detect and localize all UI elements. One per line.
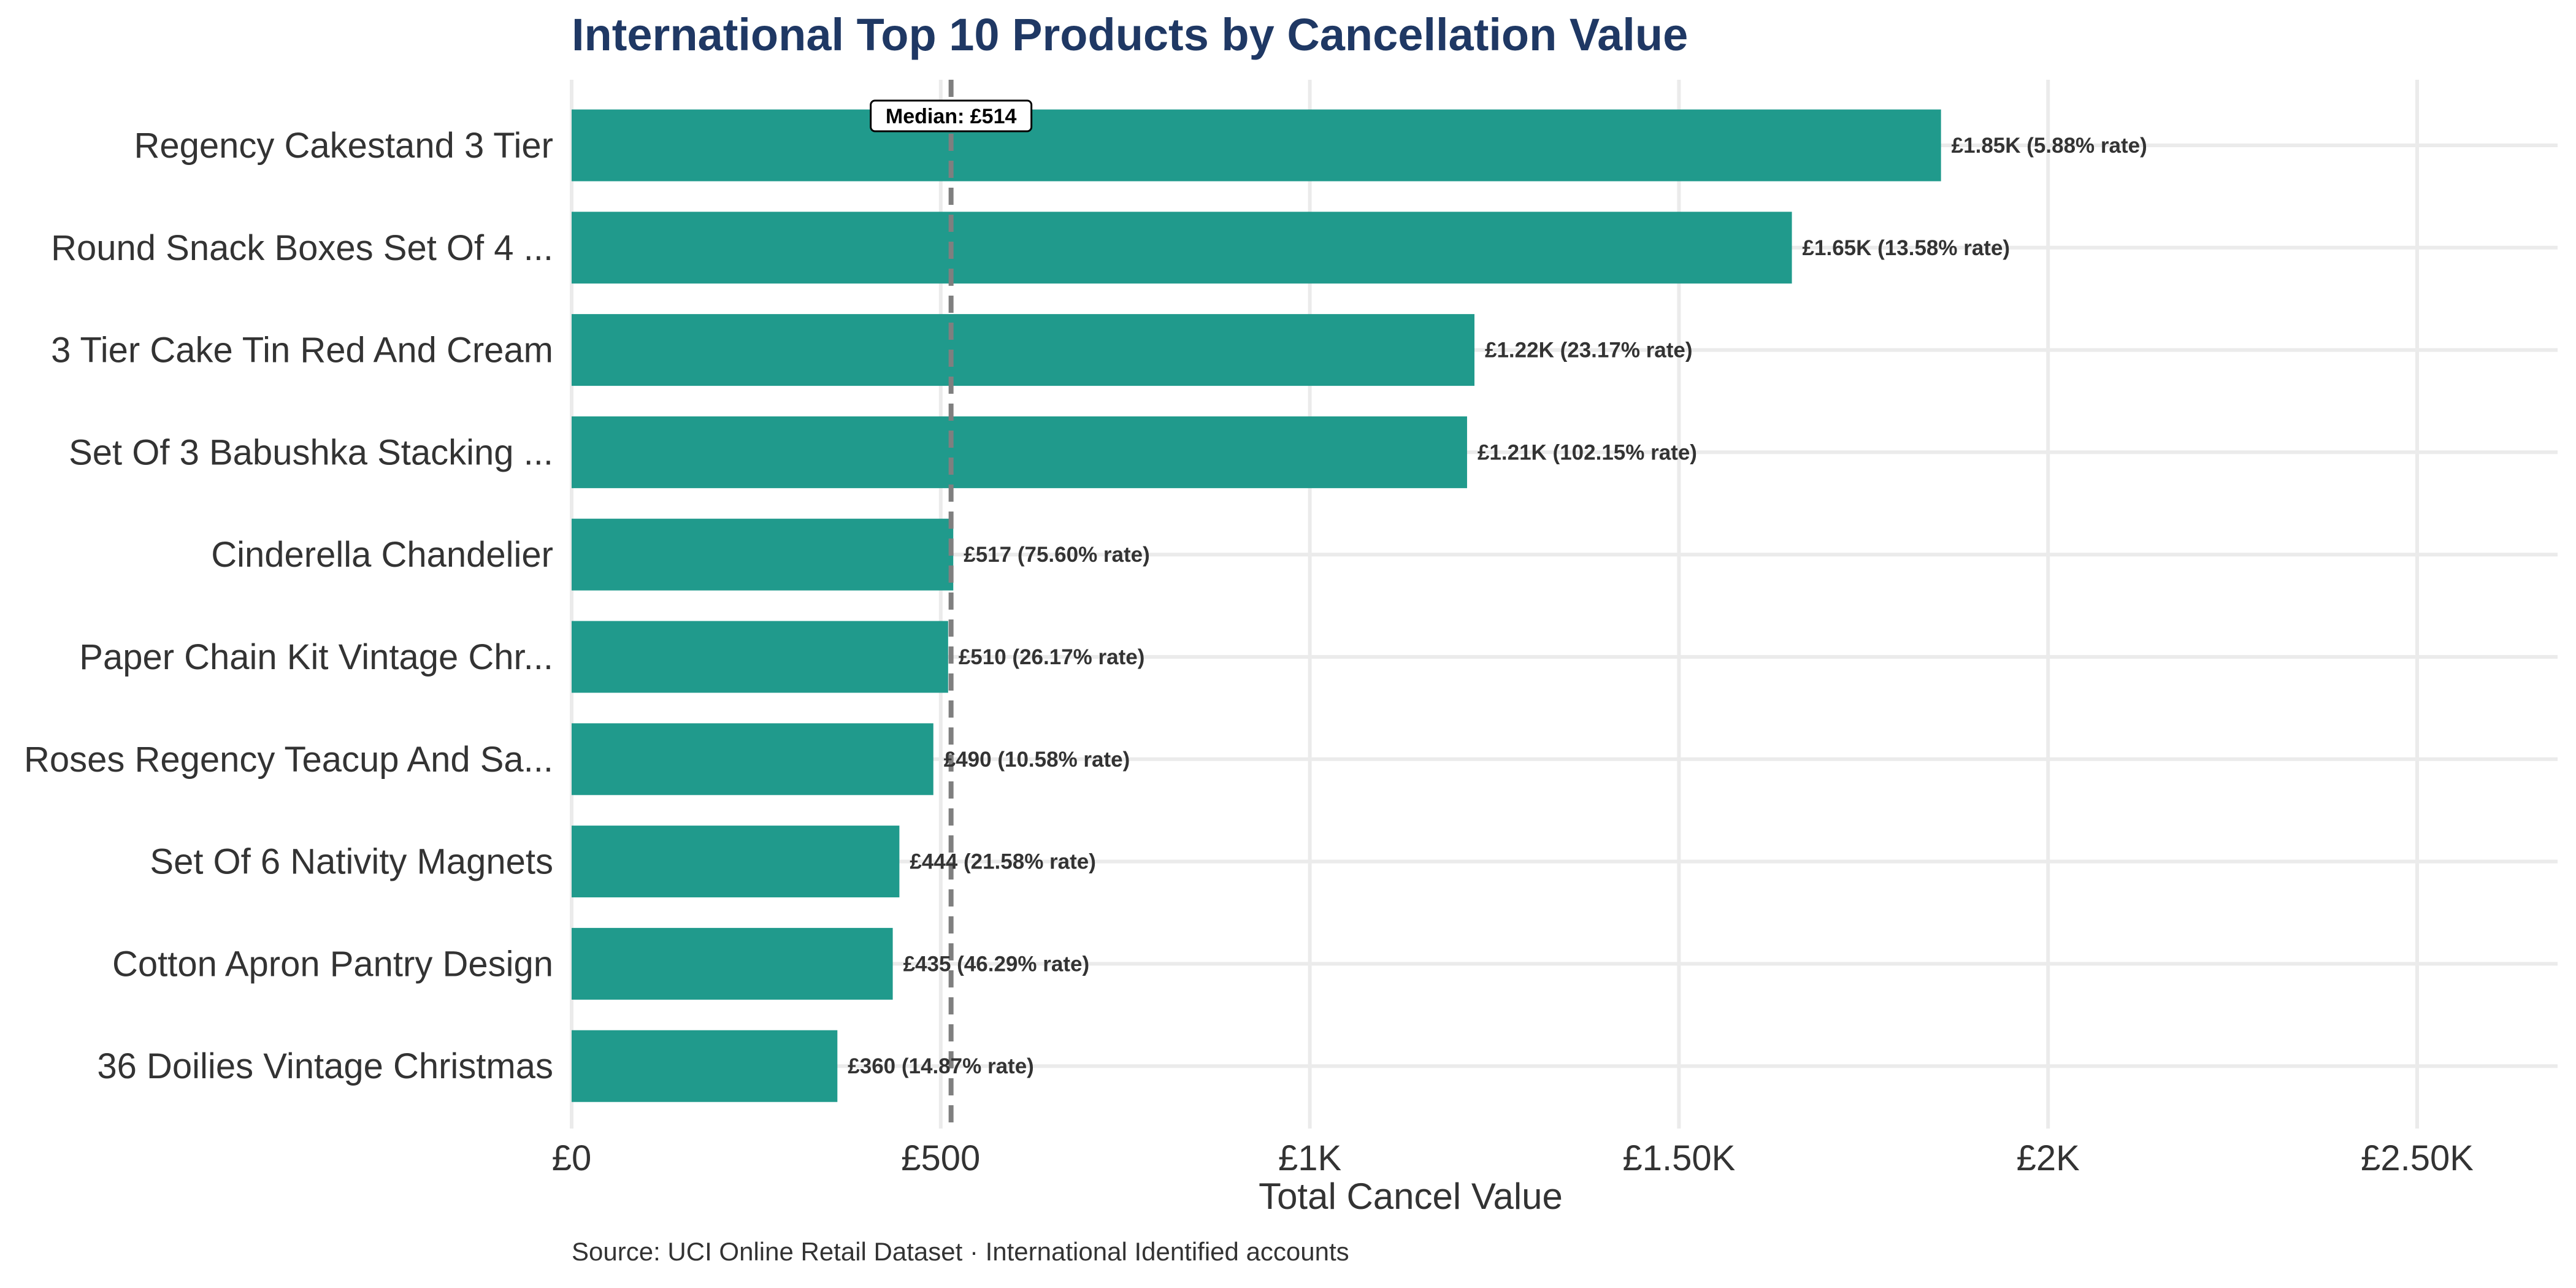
bar — [572, 518, 954, 591]
bar — [572, 826, 900, 898]
data-label: £1.85K (5.88% rate) — [1952, 134, 2147, 158]
data-label: £510 (26.17% rate) — [959, 645, 1145, 669]
bar — [572, 212, 1792, 284]
x-tick-label: £0 — [552, 1138, 592, 1178]
x-tick-label: £1K — [1278, 1138, 1342, 1178]
chart-title: International Top 10 Products by Cancell… — [572, 9, 1689, 60]
median-label: Median: £514 — [886, 105, 1017, 128]
y-tick-label: Cotton Apron Pantry Design — [112, 944, 553, 984]
bar — [572, 314, 1475, 386]
median-marker: Median: £514 — [870, 80, 1033, 1129]
data-label: £490 (10.58% rate) — [944, 748, 1130, 772]
y-tick-label: Set Of 3 Babushka Stacking ... — [69, 432, 553, 472]
data-labels: £1.85K (5.88% rate) £1.65K (13.58% rate) £… — [848, 134, 2147, 1078]
bar — [572, 109, 1941, 182]
data-label: £517 (75.60% rate) — [964, 543, 1150, 567]
y-tick-label: Regency Cakestand 3 Tier — [134, 126, 553, 166]
bar — [572, 927, 893, 1000]
median-label-box — [870, 99, 1033, 132]
x-axis-ticks: £0 £500 £1K £1.50K £2K £2.50K — [552, 1138, 2474, 1178]
y-tick-label: Paper Chain Kit Vintage Chr... — [79, 637, 553, 677]
bar — [572, 723, 933, 795]
x-axis-title: Total Cancel Value — [1259, 1176, 1563, 1217]
y-tick-label: 36 Doilies Vintage Christmas — [97, 1046, 553, 1086]
data-label: £1.22K (23.17% rate) — [1485, 339, 1693, 362]
data-label: £360 (14.87% rate) — [848, 1054, 1034, 1078]
data-label: £435 (46.29% rate) — [903, 952, 1090, 976]
y-tick-label: Round Snack Boxes Set Of 4 ... — [51, 228, 553, 268]
data-label: £1.65K (13.58% rate) — [1803, 236, 2011, 260]
x-tick-label: £2K — [2017, 1138, 2080, 1178]
bar — [572, 621, 948, 693]
bar — [572, 416, 1467, 488]
y-tick-label: Cinderella Chandelier — [211, 535, 553, 575]
source-caption: Source: UCI Online Retail Dataset · Inte… — [572, 1237, 1349, 1266]
y-axis-categories: Regency Cakestand 3 Tier Round Snack Boxe… — [24, 126, 553, 1086]
x-tick-label: £2.50K — [2361, 1138, 2474, 1178]
x-tick-label: £500 — [901, 1138, 980, 1178]
y-tick-label: Roses Regency Teacup And Sa... — [24, 740, 553, 780]
data-label: £1.21K (102.15% rate) — [1478, 440, 1697, 464]
y-tick-label: 3 Tier Cake Tin Red And Cream — [51, 331, 553, 370]
bar — [572, 1030, 838, 1102]
x-tick-label: £1.50K — [1622, 1138, 1735, 1178]
data-label: £444 (21.58% rate) — [910, 850, 1096, 874]
y-tick-label: Set Of 6 Nativity Magnets — [150, 842, 553, 882]
bars — [572, 109, 1941, 1102]
